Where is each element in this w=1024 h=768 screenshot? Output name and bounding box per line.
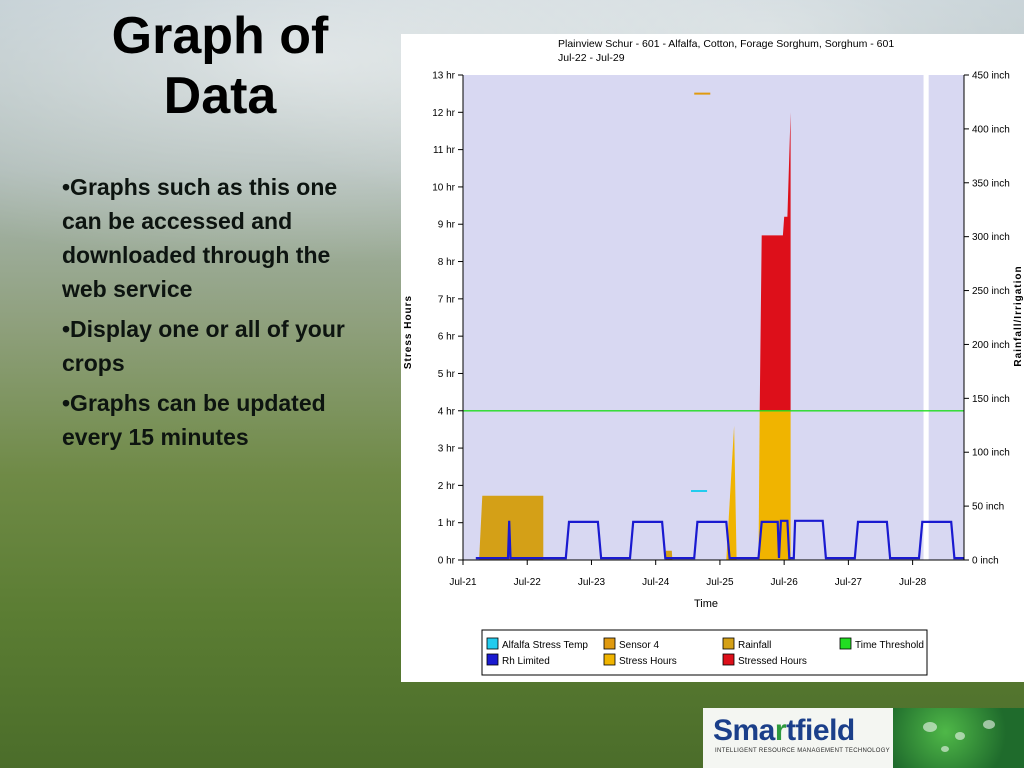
y2-tick-label: 150 inch xyxy=(972,394,1010,405)
plot-background xyxy=(463,75,964,560)
x-tick-label: Jul-23 xyxy=(578,577,606,588)
x-tick-label: Jul-27 xyxy=(835,577,863,588)
y2-tick-label: 300 inch xyxy=(972,232,1010,243)
area-stress-hours xyxy=(758,410,791,560)
legend-swatch xyxy=(486,637,499,650)
bullet-item: •Graphs such as this one can be accessed… xyxy=(62,174,338,302)
x-tick-label: Jul-26 xyxy=(771,577,799,588)
y2-axis-label: Rainfall/Irrigation xyxy=(1013,265,1024,366)
y2-tick-label: 100 inch xyxy=(972,448,1010,459)
chart-panel: Plainview Schur - 601 - Alfalfa, Cotton,… xyxy=(401,34,1024,682)
title-line-1: Graph of xyxy=(111,7,329,65)
y-axis-label: Stress Hours xyxy=(403,295,414,369)
leaf-image xyxy=(893,708,1024,768)
legend-swatch xyxy=(486,653,499,666)
legend-label: Stress Hours xyxy=(619,656,677,667)
slide-title: Graph of Data xyxy=(60,6,380,126)
legend-label: Rainfall xyxy=(738,640,771,651)
y-tick-label: 2 hr xyxy=(438,481,456,492)
y2-tick-label: 450 inch xyxy=(972,71,1010,82)
line-rh-limited xyxy=(475,519,964,560)
x-axis-label: Time xyxy=(694,598,718,610)
legend-label: Sensor 4 xyxy=(619,640,659,651)
x-tick-label: Jul-28 xyxy=(899,577,927,588)
y2-tick-label: 200 inch xyxy=(972,340,1010,351)
y2-tick-label: 400 inch xyxy=(972,124,1010,135)
y-tick-label: 8 hr xyxy=(438,257,456,268)
y-tick-label: 5 hr xyxy=(438,369,456,380)
y-tick-label: 3 hr xyxy=(438,444,456,455)
y-tick-label: 12 hr xyxy=(432,108,455,119)
y-tick-label: 4 hr xyxy=(438,406,456,417)
chart-subtitle: Jul-22 - Jul-29 xyxy=(558,52,625,64)
legend-label: Rh Limited xyxy=(502,656,550,667)
plot-area xyxy=(463,75,964,560)
title-line-2: Data xyxy=(163,67,277,125)
smartfield-logo: Smartfield INTELLIGENT RESOURCE MANAGEME… xyxy=(703,708,1024,768)
legend-swatch xyxy=(722,653,735,666)
legend-label: Stressed Hours xyxy=(738,656,807,667)
logo-wordmark-panel: Smartfield INTELLIGENT RESOURCE MANAGEME… xyxy=(703,708,893,768)
x-tick-label: Jul-24 xyxy=(642,577,670,588)
y2-tick-label: 0 inch xyxy=(972,556,999,567)
legend-label: Alfalfa Stress Temp xyxy=(502,640,588,651)
bullet-list: •Graphs such as this one can be accessed… xyxy=(62,170,362,460)
x-tick-label: Jul-25 xyxy=(706,577,734,588)
chart: Plainview Schur - 601 - Alfalfa, Cotton,… xyxy=(403,38,1024,676)
legend-swatch xyxy=(722,637,735,650)
y-tick-label: 7 hr xyxy=(438,294,456,305)
x-tick-label: Jul-21 xyxy=(449,577,477,588)
legend: Alfalfa Stress Temp Sensor 4 Rainfall Time … xyxy=(481,629,928,676)
area-stress-hours xyxy=(726,425,737,560)
area-stressed-hours xyxy=(759,112,791,411)
area-rainfall xyxy=(479,495,544,560)
logo-tagline: INTELLIGENT RESOURCE MANAGEMENT TECHNOLO… xyxy=(715,748,890,754)
y-tick-label: 0 hr xyxy=(438,556,456,567)
x-tick-label: Jul-22 xyxy=(514,577,542,588)
legend-swatch xyxy=(603,637,616,650)
y-tick-label: 13 hr xyxy=(432,71,455,82)
y-tick-label: 9 hr xyxy=(438,220,456,231)
bullet-item: •Display one or all of your crops xyxy=(62,316,345,376)
y-tick-label: 10 hr xyxy=(432,182,455,193)
axes: 0 hr 1 hr 2 hr 3 hr 4 hr 5 hr 6 hr 7 hr 8 hr 9 hr… xyxy=(432,71,1010,589)
y2-tick-label: 250 inch xyxy=(972,286,1010,297)
legend-box xyxy=(481,629,928,676)
y2-tick-label: 50 inch xyxy=(972,502,1004,513)
y-tick-label: 11 hr xyxy=(433,145,456,156)
y-tick-label: 1 hr xyxy=(438,518,456,529)
plot-gap xyxy=(923,75,929,560)
chart-title: Plainview Schur - 601 - Alfalfa, Cotton,… xyxy=(558,38,894,50)
bullet-item: •Graphs can be updated every 15 minutes xyxy=(62,390,326,450)
y-tick-label: 6 hr xyxy=(438,332,456,343)
y2-tick-label: 350 inch xyxy=(972,178,1010,189)
logo-wordmark: Smartfield xyxy=(713,714,855,747)
legend-label: Time Threshold xyxy=(855,640,924,651)
legend-swatch xyxy=(839,637,852,650)
legend-swatch xyxy=(603,653,616,666)
